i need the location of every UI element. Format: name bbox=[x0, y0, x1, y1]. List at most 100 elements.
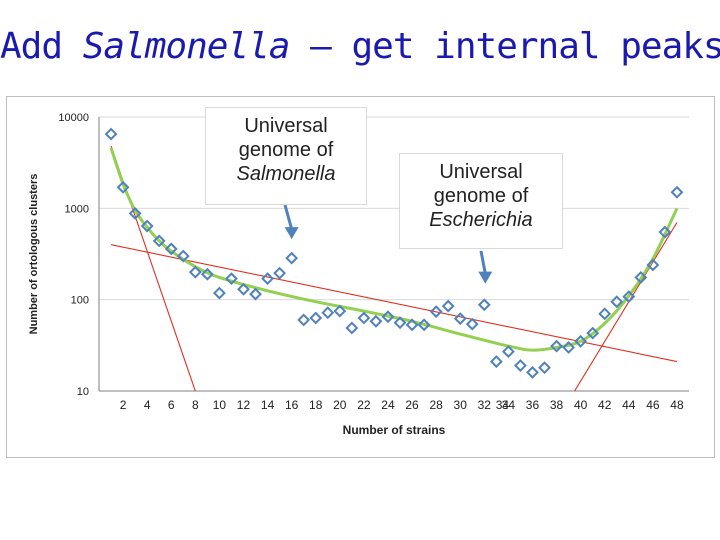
data-point bbox=[188, 265, 202, 279]
x-tick-label: 12 bbox=[237, 398, 251, 412]
x-tick-label: 22 bbox=[357, 398, 371, 412]
data-point bbox=[586, 326, 600, 340]
data-point bbox=[261, 272, 274, 286]
data-point bbox=[514, 359, 527, 372]
x-tick-label: 46 bbox=[646, 398, 660, 412]
callout-salmonella-line3: Salmonella bbox=[236, 163, 336, 185]
data-point bbox=[104, 127, 118, 141]
y-tick-label: 100 bbox=[71, 295, 89, 307]
data-point bbox=[381, 310, 395, 324]
title-suffix: – get internal peaks bbox=[289, 26, 720, 67]
x-axis-title: Number of strains bbox=[343, 423, 446, 437]
x-tick-label: 34 bbox=[496, 398, 510, 412]
data-point bbox=[562, 341, 576, 354]
data-point bbox=[176, 249, 190, 263]
data-point bbox=[646, 258, 660, 272]
callout-escherichia: Universal genome of Escherichia bbox=[399, 153, 563, 249]
data-point bbox=[526, 365, 539, 379]
data-point bbox=[417, 318, 431, 332]
x-tick-label: 34 bbox=[502, 398, 516, 412]
x-tick-label: 2 bbox=[120, 398, 127, 412]
x-tick-label: 48 bbox=[670, 398, 684, 412]
data-point bbox=[200, 267, 214, 281]
data-point bbox=[610, 295, 624, 309]
data-point bbox=[116, 180, 130, 194]
data-point bbox=[333, 304, 347, 318]
data-point bbox=[297, 313, 311, 327]
trend-line bbox=[110, 244, 678, 363]
data-point bbox=[670, 185, 684, 199]
slide-title: Add Salmonella – get internal peaks bbox=[0, 26, 720, 67]
data-point bbox=[140, 219, 154, 233]
title-italic: Salmonella bbox=[82, 26, 291, 67]
data-point bbox=[225, 272, 238, 286]
x-tick-label: 30 bbox=[454, 398, 468, 412]
data-point bbox=[345, 321, 359, 335]
data-point bbox=[393, 316, 407, 330]
data-point bbox=[285, 251, 299, 265]
data-point bbox=[477, 298, 491, 312]
data-point bbox=[369, 314, 383, 328]
y-tick-label: 10000 bbox=[58, 112, 89, 124]
callout-arrow-head bbox=[478, 271, 493, 284]
data-point bbox=[538, 361, 551, 375]
data-point bbox=[321, 306, 335, 320]
data-point bbox=[152, 234, 166, 248]
data-point bbox=[237, 282, 250, 296]
data-point bbox=[309, 311, 323, 325]
data-point bbox=[441, 299, 455, 313]
title-prefix: Add bbox=[0, 26, 83, 67]
fit-curve bbox=[109, 147, 679, 352]
data-point bbox=[273, 266, 287, 280]
data-point bbox=[622, 290, 636, 304]
callout-escherichia-line1: Universal bbox=[439, 161, 523, 183]
x-tick-label: 32 bbox=[478, 398, 492, 412]
x-tick-label: 26 bbox=[405, 398, 419, 412]
chart-figure: 10 100 1000 10000 2 4 6 8 10 12 14 16 18 20 22 24 26 28 30… bbox=[6, 96, 715, 458]
data-point bbox=[357, 311, 371, 325]
x-tick-label: 10 bbox=[213, 398, 227, 412]
data-point bbox=[465, 317, 479, 331]
callout-escherichia-line2: genome of bbox=[433, 185, 529, 207]
x-tick-label: 40 bbox=[574, 398, 588, 412]
x-tick-label: 20 bbox=[333, 398, 347, 412]
data-point bbox=[489, 355, 503, 368]
y-axis-title: Number of ortologous clusters bbox=[28, 174, 40, 335]
x-tick-label: 42 bbox=[598, 398, 612, 412]
callout-arrow-head bbox=[284, 227, 299, 240]
data-point bbox=[164, 242, 178, 256]
data-point bbox=[128, 206, 142, 220]
callout-arrow-shaft bbox=[283, 204, 294, 230]
data-point bbox=[501, 345, 515, 359]
y-tick-label: 10 bbox=[77, 386, 89, 398]
data-point bbox=[634, 271, 648, 284]
data-point bbox=[212, 286, 226, 300]
data-point bbox=[550, 339, 563, 353]
x-tick-label: 38 bbox=[550, 398, 564, 412]
x-tick-label: 24 bbox=[381, 398, 395, 412]
x-tick-label: 14 bbox=[261, 398, 275, 412]
data-point bbox=[598, 307, 612, 321]
x-tick-label: 36 bbox=[526, 398, 540, 412]
x-tick-label: 4 bbox=[144, 398, 151, 412]
data-point bbox=[249, 287, 262, 301]
data-point bbox=[574, 334, 588, 348]
callout-escherichia-line3: Escherichia bbox=[429, 209, 533, 231]
x-tick-label: 28 bbox=[429, 398, 443, 412]
data-point bbox=[658, 225, 672, 239]
callout-salmonella-line2: genome of bbox=[238, 139, 334, 161]
x-tick-label: 44 bbox=[622, 398, 636, 412]
data-point bbox=[405, 318, 419, 332]
y-tick-label: 1000 bbox=[65, 203, 89, 215]
callout-salmonella-line1: Universal bbox=[244, 115, 328, 137]
data-point bbox=[453, 312, 467, 326]
x-tick-label: 6 bbox=[168, 398, 175, 412]
trend-line bbox=[574, 222, 678, 392]
x-tick-label: 8 bbox=[192, 398, 199, 412]
callout-salmonella: Universal genome of Salmonella bbox=[205, 107, 367, 205]
x-tick-label: 18 bbox=[309, 398, 323, 412]
callout-arrow-shaft bbox=[479, 250, 487, 274]
data-point bbox=[429, 305, 443, 319]
x-tick-label: 16 bbox=[285, 398, 299, 412]
